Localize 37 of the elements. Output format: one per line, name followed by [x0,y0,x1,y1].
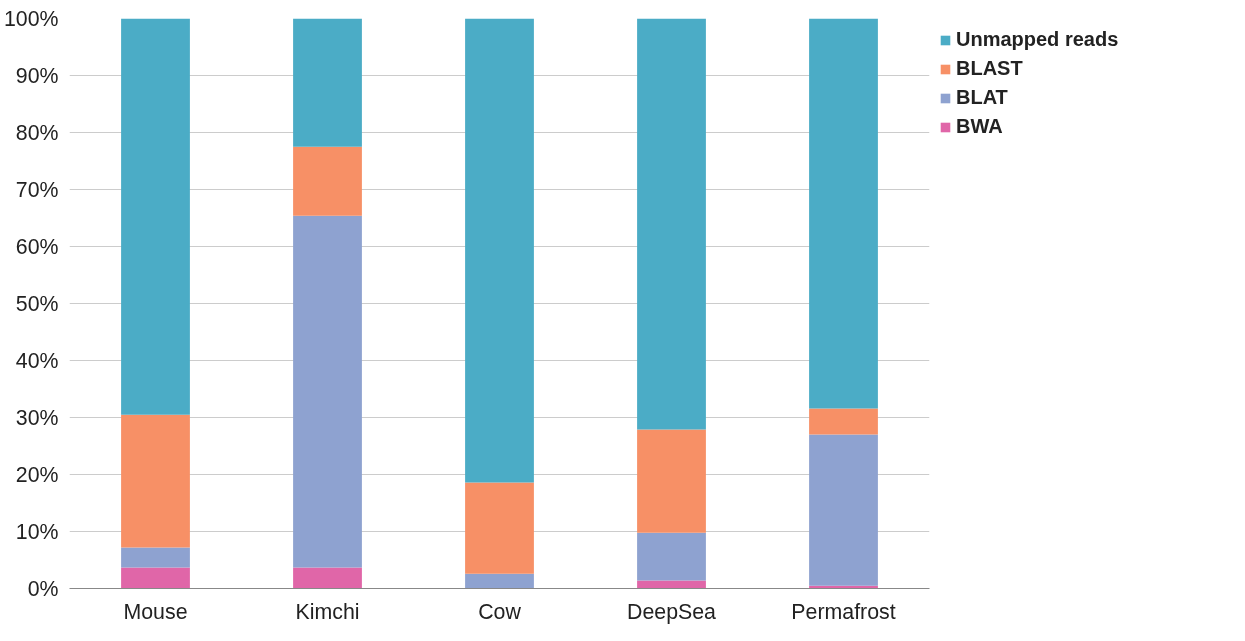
y-tick-label: 0% [27,576,59,601]
bar [809,408,878,435]
bar [121,567,190,589]
y-tick-label: 60% [15,234,59,259]
bar [121,18,190,415]
bar [293,215,362,568]
x-tick-label: Kimchi [295,599,360,624]
legend-label: BWA [956,115,1003,138]
bar [465,482,534,574]
x-tick-label: Cow [478,599,522,624]
bar [809,434,878,586]
y-tick-label: 10% [15,519,59,544]
y-tick-label: 20% [15,462,59,487]
y-tick-label: 50% [15,291,59,316]
y-tick-label: 30% [15,405,59,430]
y-tick-label: 90% [15,63,59,88]
bar [465,573,534,589]
bar [637,532,706,581]
bar [293,146,362,216]
bar [121,547,190,568]
bar [809,18,878,409]
x-tick-label: DeepSea [627,599,717,624]
bar [293,567,362,589]
bar [121,414,190,548]
bar [637,18,706,430]
y-tick-label: 70% [15,177,59,202]
legend-label: BLAT [956,86,1008,109]
x-tick-label: Mouse [123,599,188,624]
legend-label: Unmapped reads [956,28,1119,51]
y-tick-label: 40% [15,348,59,373]
x-tick-label: Permafrost [791,599,896,624]
y-tick-label: 100% [3,6,59,31]
legend-label: BLAST [956,57,1023,80]
y-tick-label: 80% [15,120,59,145]
bar [637,429,706,533]
bar [465,18,534,483]
bar [293,18,362,147]
